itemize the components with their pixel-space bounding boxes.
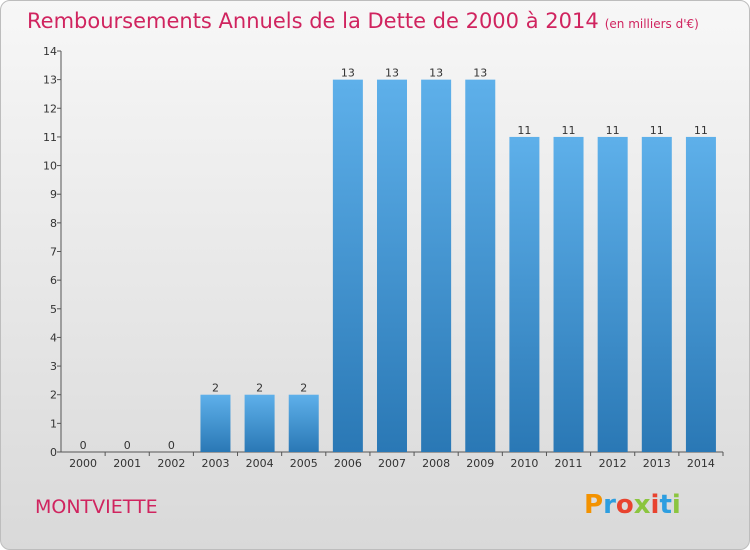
data-label: 11: [606, 124, 620, 137]
logo-letter: i: [671, 490, 681, 520]
data-label: 11: [650, 124, 664, 137]
x-tick-label: 2002: [157, 457, 185, 470]
y-tick-label: 11: [43, 131, 57, 144]
y-tick-label: 12: [43, 102, 57, 115]
x-tick-label: 2010: [510, 457, 538, 470]
logo-letter: i: [650, 490, 660, 520]
y-tick-label: 5: [50, 303, 57, 316]
x-tick-label: 2012: [599, 457, 627, 470]
x-tick-label: 2007: [378, 457, 406, 470]
bar: [288, 394, 319, 452]
chart-title: Remboursements Annuels de la Dette de 20…: [27, 9, 699, 33]
bar: [641, 136, 672, 452]
y-tick-label: 4: [50, 331, 57, 344]
y-tick-label: 9: [50, 188, 57, 201]
logo-letter: x: [633, 490, 651, 520]
logo-letter: r: [603, 490, 616, 520]
data-label: 13: [429, 67, 443, 80]
bar: [597, 136, 628, 452]
proxiti-logo: Proxiti: [584, 490, 681, 520]
bar: [465, 79, 496, 453]
bars: [200, 79, 716, 453]
data-label: 13: [473, 67, 487, 80]
logo-letter: o: [615, 490, 634, 520]
data-label: 13: [341, 67, 355, 80]
value-labels: 0 0 0 2 2 2 13 13 13 13 11 11 11 11 11: [80, 67, 708, 452]
y-tick-label: 1: [50, 417, 57, 430]
x-tick-label: 2004: [246, 457, 274, 470]
bar: [244, 394, 275, 452]
logo-letter: P: [584, 490, 604, 520]
data-label: 0: [124, 439, 131, 452]
chart-unit: (en milliers d'€): [604, 17, 699, 31]
data-label: 0: [168, 439, 175, 452]
bar: [685, 136, 716, 452]
x-axis: 2000 2001 2002 2003 2004 2005 2006 2007 2008 2009…: [61, 451, 724, 470]
data-label: 0: [80, 439, 87, 452]
bar: [377, 79, 407, 453]
x-tick-label: 2005: [290, 457, 318, 470]
y-tick-label: 13: [43, 74, 57, 87]
y-tick-label: 2: [50, 389, 57, 402]
x-tick-label: 2003: [201, 457, 229, 470]
data-label: 2: [256, 382, 263, 395]
data-label: 2: [212, 382, 219, 395]
y-tick-label: 6: [50, 274, 57, 287]
x-tick-label: 2001: [113, 457, 141, 470]
bar: [200, 394, 231, 452]
data-label: 13: [385, 67, 399, 80]
data-label: 2: [300, 382, 307, 395]
chart-title-text: Remboursements Annuels de la Dette de 20…: [27, 9, 599, 33]
x-tick-label: 2006: [334, 457, 362, 470]
y-tick-label: 7: [50, 246, 57, 259]
x-tick-label: 2013: [643, 457, 671, 470]
y-tick-label: 3: [50, 360, 57, 373]
commune-name: MONTVIETTE: [35, 496, 158, 518]
x-tick-label: 2009: [466, 457, 494, 470]
data-label: 11: [562, 124, 576, 137]
data-label: 11: [694, 124, 708, 137]
data-label: 11: [517, 124, 531, 137]
bar: [421, 79, 452, 453]
y-tick-label: 0: [50, 446, 57, 459]
bar: [509, 136, 540, 452]
bar: [553, 136, 584, 452]
x-tick-label: 2011: [555, 457, 583, 470]
y-tick-label: 14: [43, 45, 57, 58]
x-tick-label: 2000: [69, 457, 97, 470]
x-tick-label: 2008: [422, 457, 450, 470]
x-tick-label: 2014: [687, 457, 715, 470]
y-tick-label: 10: [43, 160, 57, 173]
y-tick-label: 8: [50, 217, 57, 230]
bar: [332, 79, 363, 453]
logo-letter: t: [659, 490, 672, 520]
